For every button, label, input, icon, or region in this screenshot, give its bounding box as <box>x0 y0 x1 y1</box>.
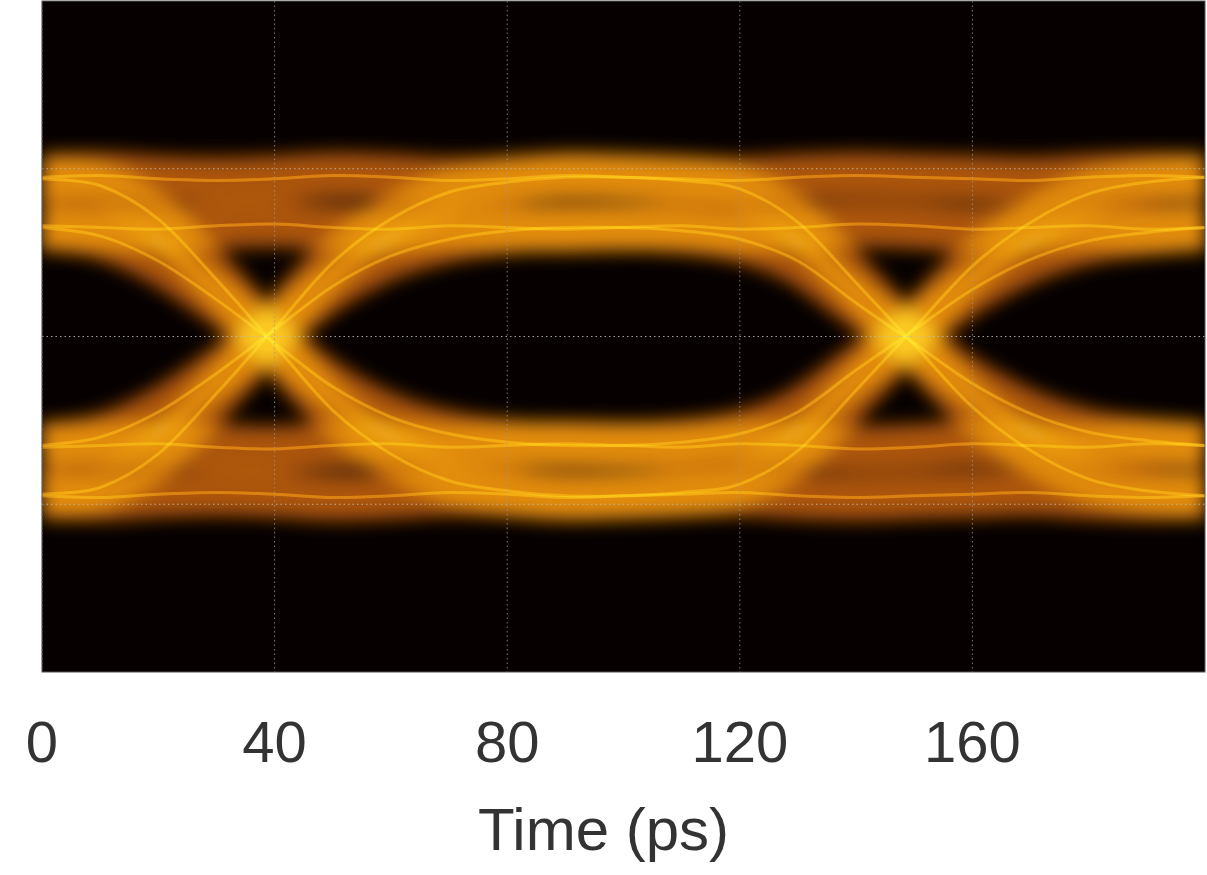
trace <box>42 227 1205 448</box>
grid-line-y <box>42 336 1205 337</box>
chart: 0 40 80 120 160 Time (ps) <box>0 0 1207 875</box>
trace <box>42 175 1205 495</box>
x-axis-title: Time (ps) <box>478 796 729 863</box>
trace <box>42 175 1205 180</box>
x-tick-label: 40 <box>242 709 307 774</box>
trace-glow <box>42 175 1205 497</box>
trace <box>42 227 1205 448</box>
trace <box>42 177 1205 496</box>
x-tick-label: 160 <box>924 709 1021 774</box>
trace <box>42 224 1205 445</box>
x-tick-label: 80 <box>475 709 540 774</box>
grid <box>42 1 1205 672</box>
grid-line-x <box>274 1 275 672</box>
x-tick-label: 0 <box>26 709 58 774</box>
trace <box>42 177 1205 496</box>
x-tick-label: 120 <box>691 709 788 774</box>
grid-line-x <box>972 1 973 672</box>
plot-frame <box>42 1 1205 672</box>
grid-line-y <box>42 504 1205 505</box>
trace <box>42 177 1205 496</box>
trace <box>42 175 1205 180</box>
plot-area <box>42 175 1205 497</box>
trace <box>42 224 1205 445</box>
grid-line-y <box>42 168 1205 169</box>
trace-lines <box>42 175 1205 497</box>
trace <box>42 224 1205 445</box>
trace <box>42 224 1205 445</box>
trace <box>42 175 1205 495</box>
trace <box>42 224 1205 229</box>
trace <box>42 224 1205 229</box>
trace <box>42 177 1205 496</box>
plot-background <box>42 1 1205 672</box>
